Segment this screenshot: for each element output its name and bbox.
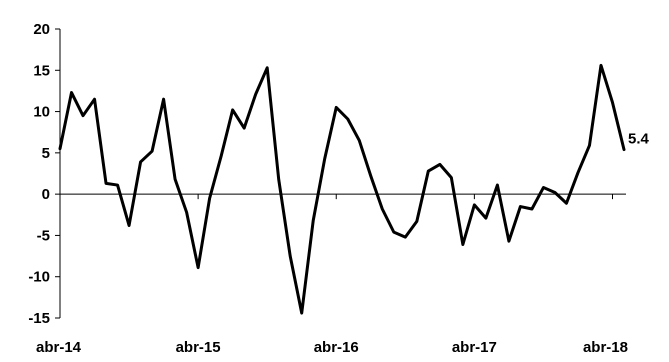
y-tick-label: 0 — [42, 186, 50, 203]
series-line — [58, 63, 626, 315]
x-tick-label: abr-18 — [583, 339, 628, 356]
y-tick-label: 10 — [33, 104, 50, 121]
y-tick-label: 15 — [33, 62, 50, 79]
x-axis: abr-14 abr-15 abr-16 abr-17 abr-18 — [36, 193, 628, 356]
y-tick-label: -10 — [28, 269, 50, 286]
x-tick-label: abr-14 — [36, 339, 82, 356]
series-group — [58, 63, 626, 315]
y-tick-label: 5 — [42, 145, 50, 162]
y-tick-label: 20 — [33, 21, 50, 38]
x-tick-label: abr-15 — [176, 339, 221, 356]
y-tick-label: -15 — [28, 310, 50, 327]
x-tick-label: abr-16 — [314, 339, 359, 356]
data-label: 5.4 — [628, 131, 650, 148]
data-labels: 5.4 — [628, 131, 650, 148]
y-axis: 20 15 10 5 0 -5 -10 -15 — [28, 21, 61, 327]
x-tick-label: abr-17 — [452, 339, 497, 356]
y-tick-label: -5 — [37, 227, 50, 244]
